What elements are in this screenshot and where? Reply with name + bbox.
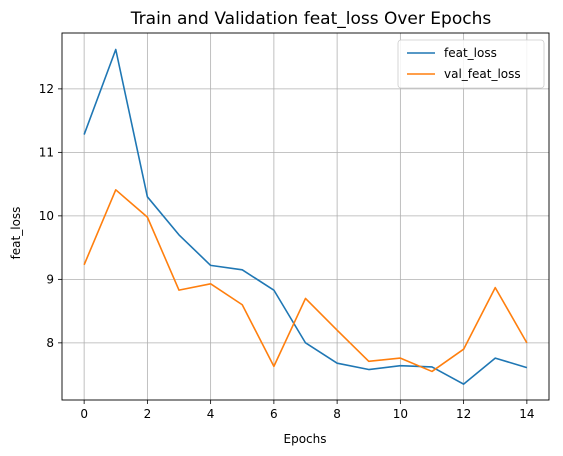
- grid: [62, 33, 549, 400]
- legend-box: [397, 39, 545, 89]
- y-axis-ticks: 8 9 10 11 12: [39, 82, 62, 350]
- series-lines: [83, 48, 528, 385]
- x-tick-label: 6: [270, 407, 278, 421]
- plot-frame: [61, 32, 550, 401]
- x-axis-ticks: 0 2 4 6 8 10 12 14: [80, 400, 535, 421]
- x-tick-label: 10: [393, 407, 408, 421]
- x-tick-label: 4: [207, 407, 215, 421]
- x-tick-label: 8: [333, 407, 341, 421]
- x-tick-label: 14: [519, 407, 534, 421]
- legend: feat_loss val_feat_loss: [397, 39, 545, 89]
- y-tick-label: 8: [46, 336, 54, 350]
- y-tick-label: 9: [46, 272, 54, 286]
- series-line-feat-loss: [83, 48, 528, 385]
- legend-label: feat_loss: [444, 46, 497, 60]
- series-line-val-feat-loss: [83, 189, 528, 373]
- x-tick-label: 12: [456, 407, 471, 421]
- x-tick-label: 2: [144, 407, 152, 421]
- x-tick-label: 0: [80, 407, 88, 421]
- y-tick-label: 10: [39, 209, 54, 223]
- y-axis-label: feat_loss: [9, 207, 23, 260]
- x-axis-label: Epochs: [284, 432, 327, 446]
- y-tick-label: 12: [39, 82, 54, 96]
- y-tick-label: 11: [39, 145, 54, 159]
- chart-title: Train and Validation feat_loss Over Epoc…: [130, 9, 492, 29]
- legend-label: val_feat_loss: [444, 67, 521, 81]
